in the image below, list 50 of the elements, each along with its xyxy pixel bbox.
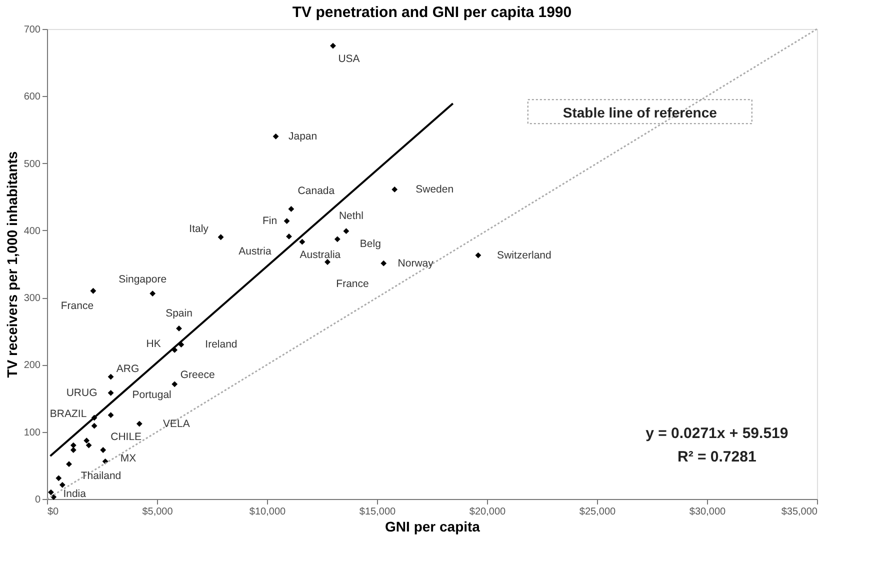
annotation: Thailand	[80, 470, 122, 482]
annotation: Australia	[300, 248, 341, 261]
y-tick-label: 300	[24, 293, 41, 304]
annotation: CHILE	[110, 430, 142, 443]
x-tick-label: $10,000	[249, 506, 286, 518]
x-tick-label: $5,000	[142, 506, 174, 518]
annotation: France	[336, 278, 369, 290]
annotation: Portugal	[132, 389, 172, 402]
annotation: y = 0.0271x + 59.519	[646, 425, 788, 442]
chart-title: TV penetration and GNI per capita 1990	[292, 4, 572, 21]
annotation: HK	[146, 338, 161, 350]
x-tick-label: $30,000	[689, 506, 726, 518]
annotation: URUG	[66, 386, 98, 399]
y-tick-label: 400	[24, 226, 41, 237]
annotation: Switzerland	[497, 249, 552, 262]
x-tick-label: $0	[48, 506, 60, 518]
annotation: ARG	[116, 362, 140, 375]
annotation: Japan	[288, 130, 318, 142]
annotation: Italy	[189, 223, 210, 236]
y-axis-title: TV receivers per 1,000 inhabitants	[4, 151, 20, 378]
y-tick-label: 200	[24, 360, 41, 372]
x-tick-label: $15,000	[359, 506, 396, 518]
x-axis-title: GNI per capita	[385, 518, 480, 534]
annotation: MX	[120, 452, 136, 464]
annotation: Belg	[360, 238, 382, 250]
annotation: BRAZIL	[50, 408, 87, 420]
y-tick-label: 600	[24, 92, 41, 103]
annotation: Nethl	[338, 210, 364, 222]
annotation: Spain	[166, 307, 193, 320]
y-tick-label: 500	[24, 158, 41, 170]
y-tick-label: 700	[24, 24, 41, 36]
annotation: Norway	[398, 257, 434, 270]
y-tick-label: 100	[24, 427, 41, 438]
annotation: Ireland	[205, 338, 238, 351]
annotation: R² = 0.7281	[677, 448, 756, 466]
y-tick-label: 0	[34, 494, 41, 506]
annotation: VELA	[162, 418, 190, 430]
annotation: Sweden	[416, 183, 454, 196]
annotation: India	[63, 488, 86, 500]
annotation: USA	[338, 52, 360, 65]
annotation: France	[60, 300, 94, 312]
x-tick-label: $35,000	[781, 506, 818, 518]
annotation: Austria	[238, 245, 272, 258]
annotation: Singapore	[118, 274, 167, 286]
annotation: Greece	[180, 369, 215, 382]
x-tick-label: $25,000	[579, 506, 616, 518]
annotation: Fin	[262, 215, 278, 228]
x-tick-label: $20,000	[469, 506, 506, 518]
annotation: Canada	[298, 184, 335, 197]
annotation: Stable line of reference	[562, 104, 718, 121]
